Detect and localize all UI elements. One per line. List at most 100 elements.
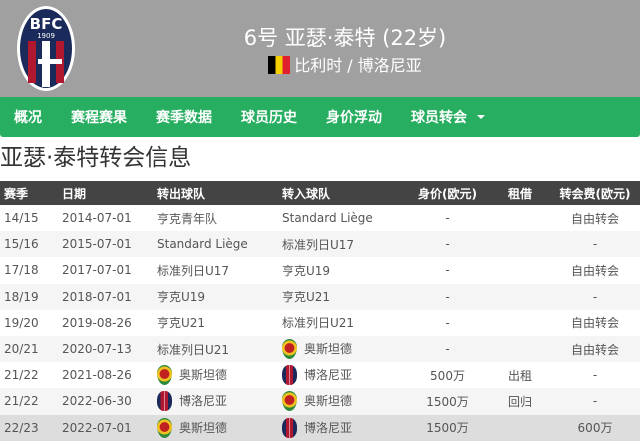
table-row[interactable]: 21/22 2022-06-30 博洛尼亚 奥斯坦德 1500万 回归 - bbox=[0, 388, 640, 415]
table-row[interactable]: 22/23 2022-07-01 奥斯坦德 博洛尼亚 1500万 600万 bbox=[0, 414, 640, 441]
loan-cell bbox=[490, 415, 550, 441]
player-title: 6号 亚瑟·泰特 (22岁) bbox=[243, 26, 447, 50]
team-name: 博洛尼亚 bbox=[179, 394, 228, 409]
nav-season-stats[interactable]: 赛季数据 bbox=[156, 110, 212, 126]
table-row[interactable]: 18/19 2018-07-01 亨克U19 亨克U21 - - bbox=[0, 283, 640, 310]
fee-cell: - bbox=[592, 394, 598, 409]
date-cell: 2020-07-13 bbox=[62, 342, 132, 357]
to-team-cell: 奥斯坦德 bbox=[280, 388, 405, 414]
fee-cell: - bbox=[592, 237, 598, 252]
season-cell: 19/20 bbox=[4, 315, 39, 330]
nav-bar: 概况 赛程赛果 赛季数据 球员历史 身价浮动 球员转会 bbox=[0, 97, 640, 137]
value-cell: - bbox=[445, 237, 450, 252]
from-team-cell: 标准列日U17 bbox=[155, 257, 280, 283]
fee-cell: - bbox=[592, 368, 598, 383]
nav-history[interactable]: 球员历史 bbox=[241, 110, 297, 126]
loan-cell bbox=[490, 257, 550, 283]
season-cell: 17/18 bbox=[4, 263, 39, 278]
nav-transfers[interactable]: 球员转会 bbox=[411, 107, 485, 127]
from-team-cell: 亨克U21 bbox=[155, 310, 280, 336]
from-team-cell: 博洛尼亚 bbox=[155, 388, 280, 414]
bologna-badge-icon bbox=[282, 365, 297, 386]
col-loan: 租借 bbox=[490, 181, 550, 205]
season-cell: 21/22 bbox=[4, 394, 39, 409]
nav-transfers-label: 球员转会 bbox=[411, 110, 467, 126]
col-fee: 转会费(欧元) bbox=[550, 181, 640, 205]
team-name: 奥斯坦德 bbox=[179, 420, 228, 435]
fee-cell: 600万 bbox=[577, 421, 613, 436]
to-team-cell: 亨克U21 bbox=[280, 284, 405, 310]
col-date: 日期 bbox=[58, 181, 155, 205]
value-cell: 1500万 bbox=[426, 394, 469, 409]
to-team-cell: 亨克U19 bbox=[280, 257, 405, 283]
loan-cell bbox=[490, 205, 550, 231]
date-cell: 2022-07-01 bbox=[62, 420, 132, 435]
table-row[interactable]: 21/22 2021-08-26 奥斯坦德 博洛尼亚 500万 出租 - bbox=[0, 362, 640, 388]
team-name: 奥斯坦德 bbox=[179, 368, 228, 383]
value-cell: - bbox=[445, 315, 450, 330]
team-name: 标准列日U21 bbox=[157, 342, 230, 357]
team-name: 标准列日U17 bbox=[282, 237, 355, 252]
value-cell: - bbox=[445, 342, 450, 357]
from-team-cell: 亨克U19 bbox=[155, 284, 280, 310]
date-cell: 2019-08-26 bbox=[62, 315, 132, 330]
table-row[interactable]: 17/18 2017-07-01 标准列日U17 亨克U19 - 自由转会 bbox=[0, 257, 640, 283]
loan-cell bbox=[490, 284, 550, 310]
caret-down-icon bbox=[477, 115, 485, 119]
svg-text:1909: 1909 bbox=[37, 32, 55, 40]
team-name: 亨克U21 bbox=[282, 290, 331, 305]
season-cell: 14/15 bbox=[4, 211, 39, 226]
nav-overview[interactable]: 概况 bbox=[14, 110, 42, 126]
value-cell: 500万 bbox=[430, 368, 465, 383]
loan-cell bbox=[490, 310, 550, 336]
season-cell: 22/23 bbox=[4, 420, 39, 435]
value-cell: - bbox=[445, 289, 450, 304]
from-team-cell: 奥斯坦德 bbox=[155, 362, 280, 388]
club-logo: BFC 1909 bbox=[17, 6, 75, 91]
nationality-club: 比利时 / 博洛尼亚 bbox=[294, 56, 422, 75]
date-cell: 2022-06-30 bbox=[62, 394, 132, 409]
oostende-badge-icon bbox=[157, 417, 172, 438]
table-header: 赛季 日期 转出球队 转入球队 身价(欧元) 租借 转会费(欧元) bbox=[0, 181, 640, 205]
to-team-cell: 奥斯坦德 bbox=[280, 336, 405, 362]
col-from: 转出球队 bbox=[155, 181, 280, 205]
transfer-table: 赛季 日期 转出球队 转入球队 身价(欧元) 租借 转会费(欧元) 14/15 … bbox=[0, 181, 640, 441]
from-team-cell: 亨克青年队 bbox=[155, 205, 280, 231]
team-name: 标准列日U21 bbox=[282, 316, 355, 331]
table-row[interactable]: 20/21 2020-07-13 标准列日U21 奥斯坦德 - 自由转会 bbox=[0, 335, 640, 363]
oostende-badge-icon bbox=[282, 339, 297, 360]
fee-cell: - bbox=[592, 289, 598, 304]
bologna-badge-icon bbox=[157, 391, 172, 412]
belgium-flag-icon bbox=[268, 56, 291, 74]
fee-cell: 自由转会 bbox=[570, 263, 619, 278]
date-cell: 2021-08-26 bbox=[62, 368, 132, 383]
team-name: 博洛尼亚 bbox=[304, 420, 353, 435]
date-cell: 2014-07-01 bbox=[62, 211, 132, 226]
season-cell: 15/16 bbox=[4, 237, 39, 252]
team-name: 亨克U21 bbox=[157, 316, 206, 331]
team-name: Standard Liège bbox=[282, 211, 373, 226]
to-team-cell: Standard Liège bbox=[280, 205, 405, 231]
player-header: BFC 1909 6号 亚瑟·泰特 (22岁) 比利时 / 博洛尼亚 bbox=[0, 0, 640, 97]
fee-cell: 自由转会 bbox=[570, 316, 619, 331]
table-row[interactable]: 14/15 2014-07-01 亨克青年队 Standard Liège - … bbox=[0, 205, 640, 231]
team-name: 奥斯坦德 bbox=[304, 394, 353, 409]
from-team-cell: 奥斯坦德 bbox=[155, 415, 280, 441]
col-value: 身价(欧元) bbox=[405, 181, 490, 205]
team-name: 亨克U19 bbox=[282, 263, 331, 278]
table-row[interactable]: 15/16 2015-07-01 Standard Liège 标准列日U17 … bbox=[0, 231, 640, 258]
from-team-cell: 标准列日U21 bbox=[155, 336, 280, 362]
value-cell: - bbox=[445, 263, 450, 278]
fee-cell: 自由转会 bbox=[570, 342, 619, 357]
table-row[interactable]: 19/20 2019-08-26 亨克U21 标准列日U21 - 自由转会 bbox=[0, 310, 640, 336]
to-team-cell: 标准列日U17 bbox=[280, 231, 405, 257]
to-team-cell: 博洛尼亚 bbox=[280, 362, 405, 388]
player-subtitle: 比利时 / 博洛尼亚 bbox=[0, 52, 640, 76]
season-cell: 20/21 bbox=[4, 342, 39, 357]
nav-fixtures[interactable]: 赛程赛果 bbox=[71, 110, 127, 126]
nav-value[interactable]: 身价浮动 bbox=[326, 110, 382, 126]
value-cell: - bbox=[445, 211, 450, 226]
oostende-badge-icon bbox=[282, 391, 297, 412]
team-name: 亨克U19 bbox=[157, 290, 206, 305]
bologna-badge-icon bbox=[282, 417, 297, 438]
